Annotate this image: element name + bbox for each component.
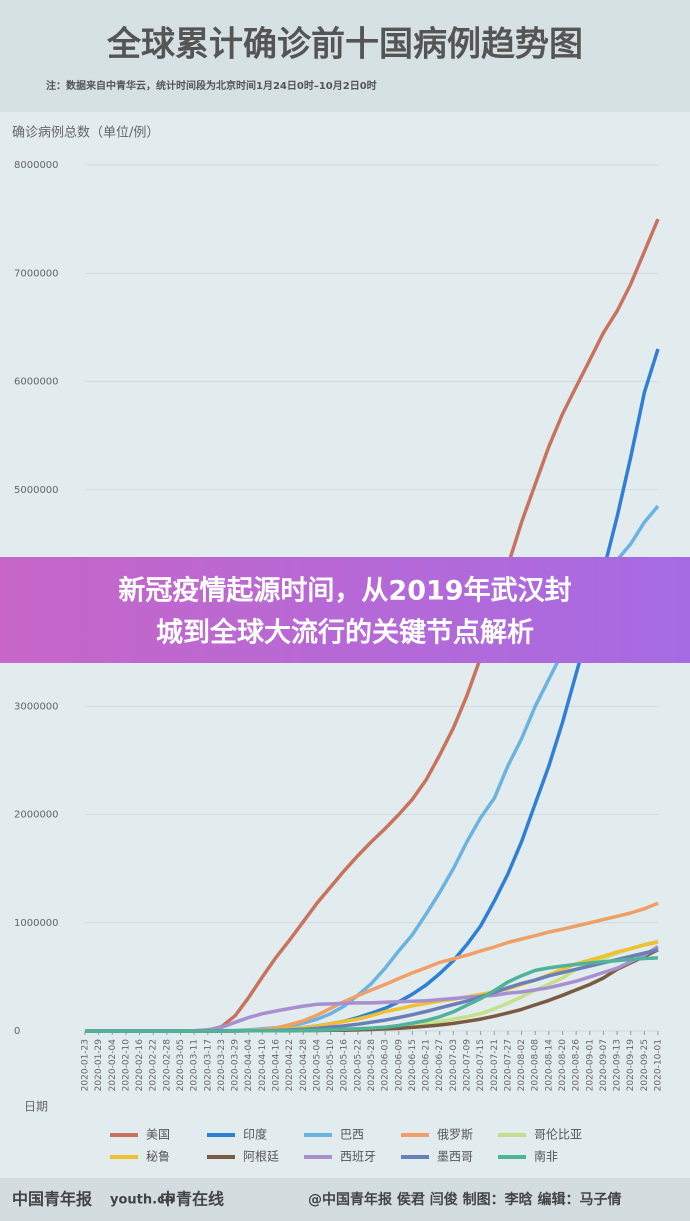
legend-label: 南非 [534, 1149, 558, 1164]
x-tick-label: 2020-05-22 [353, 1039, 363, 1091]
x-tick-label: 2020-10-01 [654, 1039, 664, 1091]
x-tick-label: 2020-07-21 [490, 1039, 500, 1091]
x-tick-label: 2020-02-22 [149, 1039, 159, 1091]
series-line [85, 956, 659, 1033]
x-tick-label: 2020-03-11 [190, 1039, 200, 1091]
x-tick-label: 2020-07-09 [463, 1039, 473, 1092]
footer-logo: 中国青年报 [12, 1190, 92, 1209]
x-tick-label: 2020-09-07 [599, 1039, 609, 1091]
y-tick-label: 5000000 [14, 485, 59, 496]
x-tick-label: 2020-08-26 [572, 1039, 582, 1092]
y-axis-label: 确诊病例总数（单位/例） [12, 126, 159, 141]
x-tick-label: 2020-04-04 [244, 1039, 254, 1092]
y-tick-label: 7000000 [14, 268, 59, 279]
x-tick-label: 2020-06-21 [422, 1039, 432, 1091]
x-tick-label: 2020-07-27 [503, 1039, 513, 1091]
note: 注：数据来自中青华云，统计时间段为北京时间1月24日0时–10月2日0时 [46, 79, 377, 92]
x-tick-label: 2020-01-29 [94, 1039, 104, 1092]
x-tick-label: 2020-07-15 [476, 1039, 486, 1091]
x-tick-label: 2020-02-16 [135, 1039, 145, 1092]
footer-bg [0, 1178, 690, 1221]
x-tick-label: 2020-04-22 [285, 1039, 295, 1091]
legend-label: 墨西哥 [437, 1150, 473, 1164]
series-line [85, 940, 659, 1033]
x-tick-label: 2020-05-04 [312, 1039, 322, 1092]
x-tick-label: 2020-05-16 [340, 1039, 350, 1092]
x-tick-label: 2020-05-10 [326, 1039, 336, 1092]
x-tick-label: 2020-02-28 [162, 1039, 172, 1092]
legend-label: 巴西 [340, 1128, 364, 1142]
x-tick-label: 2020-03-17 [203, 1039, 213, 1091]
legend-label: 秘鲁 [146, 1150, 170, 1164]
x-tick-label: 2020-09-13 [613, 1039, 623, 1091]
x-axis-label: 日期 [24, 1100, 48, 1114]
y-tick-label: 2000000 [14, 810, 59, 821]
x-tick-label: 2020-09-25 [640, 1039, 650, 1091]
legend-label: 西班牙 [340, 1150, 376, 1164]
x-tick-label: 2020-05-28 [367, 1039, 377, 1092]
x-tick-label: 2020-08-14 [544, 1039, 554, 1092]
legend-label: 美国 [146, 1128, 170, 1142]
x-tick-label: 2020-03-23 [217, 1039, 227, 1091]
x-tick-label: 2020-06-09 [394, 1039, 404, 1092]
x-tick-label: 2020-08-02 [517, 1039, 527, 1091]
legend-label: 印度 [243, 1127, 267, 1142]
x-tick-label: 2020-03-29 [231, 1039, 241, 1092]
legend-label: 哥伦比亚 [534, 1127, 582, 1142]
y-tick-label: 3000000 [14, 701, 59, 712]
banner [0, 557, 690, 663]
x-tick-label: 2020-03-05 [176, 1039, 186, 1091]
x-tick-label: 2020-08-20 [558, 1039, 568, 1092]
x-tick-label: 2020-02-10 [121, 1039, 131, 1092]
footer-logo: 中青在线 [160, 1190, 224, 1209]
footer-logo: youth.cn [110, 1193, 174, 1208]
y-tick-label: 8000000 [14, 160, 59, 171]
series-line [85, 939, 659, 1033]
x-tick-label: 2020-07-03 [449, 1039, 459, 1091]
x-tick-label: 2020-06-27 [435, 1039, 445, 1091]
banner-line: 城到全球大流行的关键节点解析 [156, 617, 534, 649]
y-tick-label: 6000000 [14, 377, 59, 388]
y-tick-label: 0 [14, 1026, 20, 1037]
x-tick-label: 2020-04-16 [272, 1039, 282, 1092]
x-tick-label: 2020-04-28 [299, 1039, 309, 1092]
x-tick-label: 2020-06-15 [408, 1039, 418, 1091]
header-bg [0, 0, 690, 112]
x-tick-label: 2020-06-03 [381, 1039, 391, 1091]
x-tick-label: 2020-08-08 [531, 1039, 541, 1092]
banner-line: 新冠疫情起源时间，从2019年武汉封 [118, 575, 571, 607]
x-tick-label: 2020-09-19 [626, 1039, 636, 1092]
x-tick-label: 2020-02-04 [108, 1039, 118, 1092]
x-tick-label: 2020-09-01 [585, 1039, 595, 1091]
legend-label: 俄罗斯 [437, 1128, 473, 1142]
footer-credit: @中国青年报 侯君 闫俊 制图：李晗 编辑：马子倩 [308, 1191, 622, 1208]
y-tick-label: 1000000 [14, 918, 59, 929]
legend-label: 阿根廷 [243, 1150, 279, 1164]
x-tick-label: 2020-04-10 [258, 1039, 268, 1092]
x-tick-label: 2020-01-23 [81, 1039, 91, 1091]
title: 全球累计确诊前十国病例趋势图 [106, 25, 583, 65]
